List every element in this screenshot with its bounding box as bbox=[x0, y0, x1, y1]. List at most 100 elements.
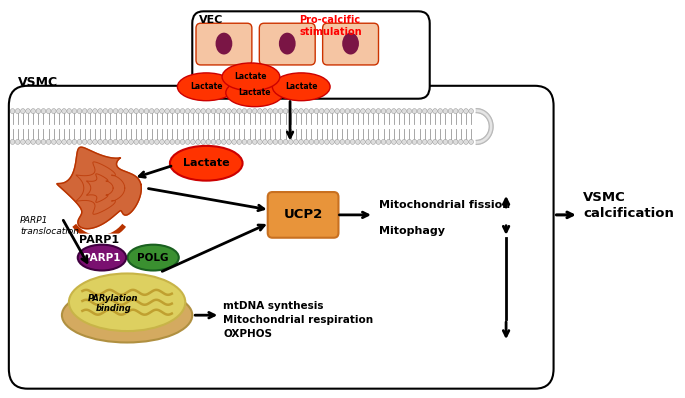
Text: UCP2: UCP2 bbox=[284, 209, 323, 221]
Circle shape bbox=[340, 139, 345, 144]
Circle shape bbox=[92, 109, 97, 113]
Circle shape bbox=[134, 109, 138, 113]
Circle shape bbox=[366, 139, 371, 144]
Circle shape bbox=[186, 109, 190, 113]
Circle shape bbox=[201, 109, 206, 113]
Circle shape bbox=[345, 139, 350, 144]
Circle shape bbox=[72, 139, 77, 144]
Ellipse shape bbox=[342, 33, 359, 55]
Circle shape bbox=[98, 139, 103, 144]
Circle shape bbox=[464, 139, 469, 144]
Circle shape bbox=[284, 139, 288, 144]
Circle shape bbox=[360, 139, 365, 144]
Circle shape bbox=[31, 139, 36, 144]
Circle shape bbox=[438, 139, 443, 144]
Circle shape bbox=[77, 109, 82, 113]
Circle shape bbox=[258, 109, 262, 113]
Circle shape bbox=[82, 139, 87, 144]
Circle shape bbox=[423, 109, 427, 113]
Circle shape bbox=[47, 109, 51, 113]
Circle shape bbox=[345, 109, 350, 113]
FancyBboxPatch shape bbox=[260, 23, 315, 65]
Ellipse shape bbox=[273, 73, 330, 101]
Circle shape bbox=[67, 109, 71, 113]
Circle shape bbox=[329, 139, 334, 144]
Circle shape bbox=[21, 139, 25, 144]
Circle shape bbox=[402, 139, 406, 144]
Circle shape bbox=[407, 109, 412, 113]
Circle shape bbox=[309, 109, 314, 113]
Circle shape bbox=[427, 139, 432, 144]
Circle shape bbox=[237, 139, 242, 144]
Circle shape bbox=[397, 139, 401, 144]
Ellipse shape bbox=[216, 33, 232, 55]
FancyBboxPatch shape bbox=[192, 11, 429, 99]
Circle shape bbox=[108, 139, 113, 144]
Circle shape bbox=[263, 109, 267, 113]
Circle shape bbox=[433, 109, 438, 113]
Circle shape bbox=[113, 139, 118, 144]
Circle shape bbox=[469, 139, 473, 144]
Circle shape bbox=[149, 139, 154, 144]
Circle shape bbox=[252, 139, 257, 144]
Circle shape bbox=[129, 109, 134, 113]
Circle shape bbox=[26, 139, 30, 144]
Circle shape bbox=[314, 139, 319, 144]
Circle shape bbox=[329, 109, 334, 113]
Circle shape bbox=[335, 109, 340, 113]
Circle shape bbox=[175, 109, 179, 113]
Circle shape bbox=[376, 109, 381, 113]
Ellipse shape bbox=[62, 288, 192, 343]
FancyBboxPatch shape bbox=[323, 23, 379, 65]
Circle shape bbox=[160, 139, 164, 144]
Circle shape bbox=[82, 109, 87, 113]
Circle shape bbox=[427, 109, 432, 113]
Circle shape bbox=[180, 139, 185, 144]
Circle shape bbox=[10, 109, 15, 113]
Circle shape bbox=[134, 139, 138, 144]
Circle shape bbox=[41, 109, 46, 113]
Circle shape bbox=[417, 139, 422, 144]
Circle shape bbox=[232, 109, 236, 113]
Circle shape bbox=[103, 109, 108, 113]
Circle shape bbox=[119, 109, 123, 113]
Circle shape bbox=[51, 109, 56, 113]
FancyBboxPatch shape bbox=[9, 86, 553, 389]
Circle shape bbox=[149, 109, 154, 113]
Circle shape bbox=[201, 139, 206, 144]
Circle shape bbox=[211, 139, 216, 144]
Circle shape bbox=[190, 139, 195, 144]
Circle shape bbox=[190, 109, 195, 113]
Text: Pro-calcific
stimulation: Pro-calcific stimulation bbox=[299, 15, 362, 37]
Circle shape bbox=[438, 109, 443, 113]
Circle shape bbox=[21, 109, 25, 113]
Circle shape bbox=[453, 139, 458, 144]
Circle shape bbox=[448, 139, 453, 144]
Circle shape bbox=[165, 109, 169, 113]
Circle shape bbox=[160, 109, 164, 113]
Circle shape bbox=[360, 109, 365, 113]
Circle shape bbox=[36, 109, 40, 113]
Circle shape bbox=[232, 139, 236, 144]
Circle shape bbox=[175, 139, 179, 144]
Circle shape bbox=[221, 139, 226, 144]
Circle shape bbox=[356, 139, 360, 144]
Circle shape bbox=[258, 139, 262, 144]
Circle shape bbox=[284, 109, 288, 113]
Circle shape bbox=[155, 109, 159, 113]
Circle shape bbox=[402, 109, 406, 113]
Circle shape bbox=[304, 139, 308, 144]
Circle shape bbox=[263, 139, 267, 144]
Circle shape bbox=[186, 139, 190, 144]
Circle shape bbox=[288, 139, 293, 144]
Circle shape bbox=[36, 139, 40, 144]
Circle shape bbox=[299, 109, 303, 113]
Text: Lactate: Lactate bbox=[183, 158, 229, 168]
FancyBboxPatch shape bbox=[268, 192, 338, 238]
Circle shape bbox=[340, 109, 345, 113]
Circle shape bbox=[123, 109, 128, 113]
Circle shape bbox=[180, 109, 185, 113]
Circle shape bbox=[57, 139, 61, 144]
Text: Mitophagy: Mitophagy bbox=[379, 226, 445, 236]
Circle shape bbox=[417, 109, 422, 113]
